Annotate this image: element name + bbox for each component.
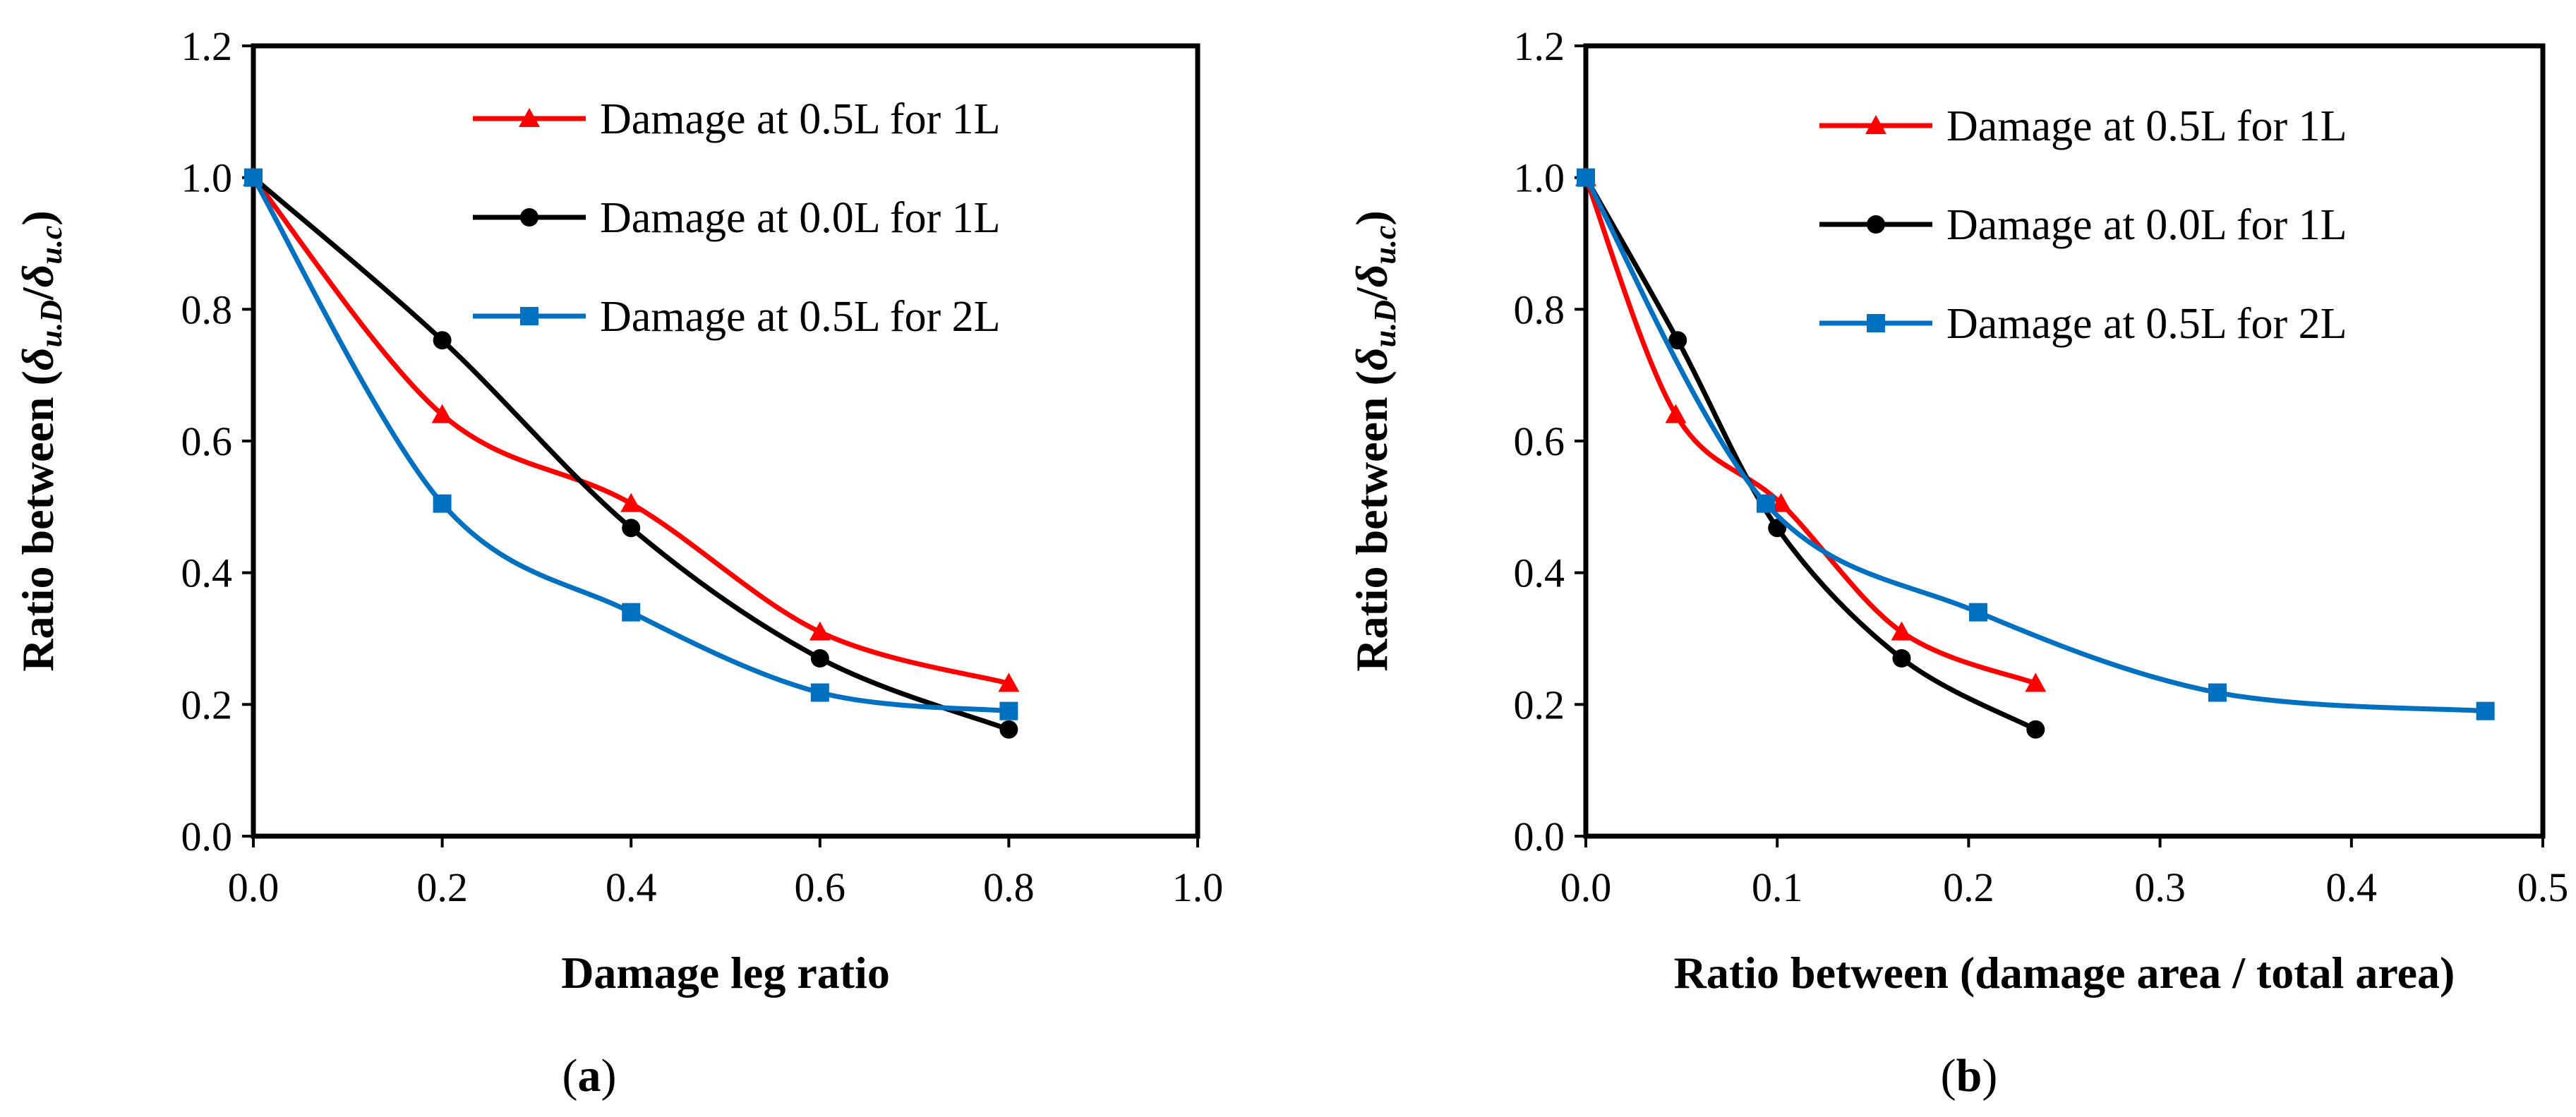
x-axis-label: Ratio between (damage area / total area)	[1674, 948, 2455, 998]
data-point	[1892, 649, 1911, 668]
data-point	[2208, 683, 2227, 702]
data-point	[622, 519, 641, 538]
x-tick-label: 0.0	[228, 864, 279, 910]
x-tick-label: 0.4	[606, 864, 657, 910]
legend-label: Damage at 0.0L for 1L	[600, 194, 1001, 242]
data-point	[433, 331, 452, 350]
panel-caption: (a)	[562, 1050, 617, 1101]
y-tick-label: 0.2	[1514, 682, 1565, 727]
legend-label: Damage at 0.5L for 1L	[600, 95, 1001, 143]
y-tick-label: 1.2	[181, 23, 233, 69]
data-point	[1768, 519, 1787, 538]
x-axis-label: Damage leg ratio	[561, 948, 890, 998]
panel-caption: (b)	[1941, 1050, 1998, 1101]
x-tick-label: 0.2	[416, 864, 468, 910]
legend-marker	[1865, 115, 1886, 134]
series-line	[1583, 176, 2037, 732]
data-point	[1668, 331, 1687, 350]
data-point	[1968, 603, 1987, 622]
y-tick-label: 0.4	[181, 550, 233, 596]
y-tick-label: 0.4	[1514, 550, 1565, 596]
y-tick-label: 1.2	[1514, 23, 1565, 69]
series-line	[251, 176, 1010, 732]
series-2	[1577, 168, 2045, 739]
data-point	[2026, 720, 2045, 739]
series-3	[1577, 168, 2495, 720]
data-point	[999, 701, 1018, 720]
y-tick-label: 1.0	[1514, 155, 1565, 201]
y-tick-label: 0.0	[181, 814, 233, 859]
data-point	[810, 683, 829, 702]
data-point	[244, 168, 263, 187]
series-3	[244, 168, 1018, 720]
y-tick-label: 0.6	[1514, 418, 1565, 464]
series-line	[1583, 176, 2486, 714]
data-point	[1577, 168, 1595, 187]
data-point	[620, 493, 642, 512]
data-point	[1770, 493, 1792, 512]
y-tick-label: 0.6	[181, 418, 233, 464]
x-tick-label: 0.1	[1752, 864, 1803, 910]
legend-label: Damage at 0.0L for 1L	[1946, 201, 2347, 249]
y-tick-label: 0.8	[181, 286, 233, 332]
data-point	[1665, 404, 1687, 423]
x-tick-label: 0.8	[983, 864, 1035, 910]
legend-marker	[520, 307, 538, 325]
x-tick-label: 1.0	[1172, 864, 1224, 910]
x-tick-label: 0.3	[2134, 864, 2186, 910]
legend-marker	[1867, 314, 1885, 332]
y-tick-label: 0.2	[181, 682, 233, 727]
data-point	[431, 404, 453, 423]
y-axis-label: Ratio between (δu.D/δu.c)	[1347, 210, 1402, 671]
data-point	[998, 672, 1020, 692]
legend-label: Damage at 0.5L for 1L	[1946, 102, 2347, 150]
data-point	[433, 494, 452, 513]
legend-label: Damage at 0.5L for 2L	[600, 293, 1001, 341]
series-line	[251, 176, 1010, 686]
x-tick-label: 0.4	[2326, 864, 2378, 910]
chart-panel-b: 0.0 0.2 0.4 0.6 0.8 1.0 1.2 0.0 0.1 0.2 0.3 0.4 0.5 R…	[1347, 23, 2568, 1101]
y-tick-label: 1.0	[181, 155, 233, 201]
legend-marker	[1867, 215, 1885, 234]
legend-marker	[519, 108, 540, 127]
data-point	[622, 603, 641, 622]
data-point	[1891, 621, 1913, 641]
x-tick-label: 0.5	[2517, 864, 2569, 910]
y-tick-label: 0.0	[1514, 814, 1565, 859]
data-point	[1756, 494, 1775, 513]
x-tick-label: 0.6	[795, 864, 846, 910]
x-tick-label: 0.0	[1560, 864, 1612, 910]
series-line	[251, 176, 1009, 714]
x-tick-label: 0.2	[1943, 864, 1994, 910]
chart-panel-a: 0.0 0.2 0.4 0.6 0.8 1.0 1.2 0.0 0.2 0.4 0.6 0.8 1.0 D…	[13, 23, 1223, 1101]
y-axis-label: Ratio between (δu.D/δu.c)	[13, 210, 68, 671]
legend: Damage at 0.5L for 1L Damage at 0.0L for …	[473, 95, 1001, 341]
data-point	[999, 720, 1018, 739]
legend: Damage at 0.5L for 1L Damage at 0.0L for …	[1819, 102, 2347, 348]
data-point	[2476, 701, 2495, 720]
legend-marker	[520, 208, 538, 227]
data-point	[2025, 672, 2047, 692]
y-tick-label: 0.8	[1514, 286, 1565, 332]
series-2	[244, 168, 1018, 739]
data-point	[809, 621, 831, 641]
legend-label: Damage at 0.5L for 2L	[1946, 300, 2347, 348]
data-point	[810, 649, 829, 668]
